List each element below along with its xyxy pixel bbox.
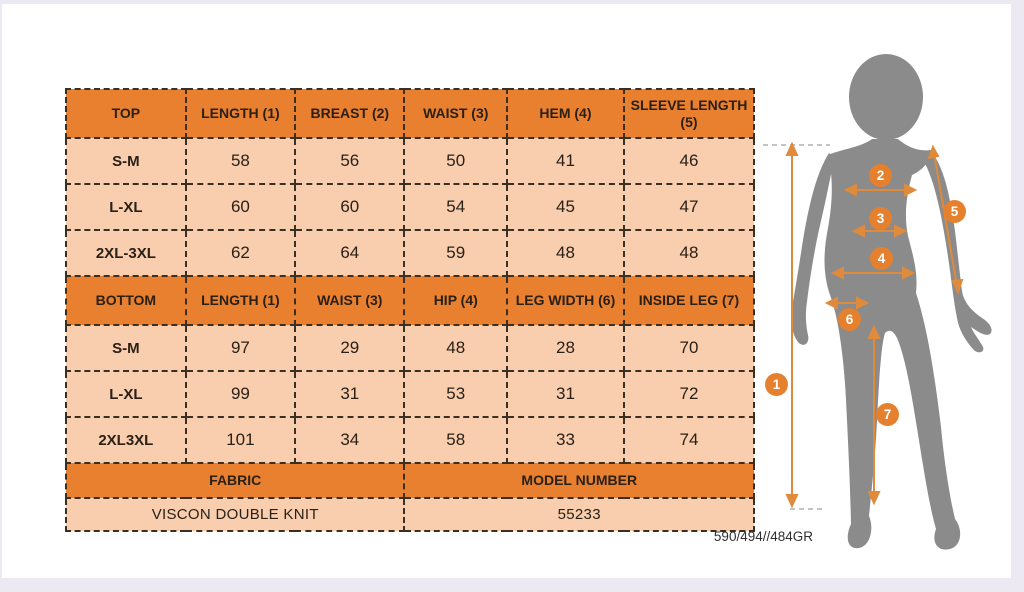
- value-cell: 31: [505, 370, 625, 418]
- value-cell: 34: [294, 416, 406, 464]
- value-cell: 53: [403, 370, 508, 418]
- column-header-hem: HEM (4): [505, 88, 625, 139]
- column-header-waist: WAIST (3): [403, 88, 508, 139]
- fabric-header: FABRIC: [64, 462, 406, 499]
- value-cell: 60: [294, 183, 406, 231]
- column-header-inside-leg: INSIDE LEG (7): [622, 275, 756, 326]
- top-header-row: TOP LENGTH (1) BREAST (2) WAIST (3) HEM …: [65, 88, 756, 139]
- footer-value-row: VISCON DOUBLE KNIT 55233: [64, 497, 755, 532]
- marker-3-waist: 3: [869, 207, 892, 230]
- fabric-value: VISCON DOUBLE KNIT: [64, 497, 406, 532]
- value-cell: 64: [294, 229, 406, 277]
- table-row: L-XL 60 60 54 45 47: [65, 183, 756, 231]
- value-cell: 62: [184, 229, 297, 277]
- value-cell: 97: [184, 324, 297, 372]
- value-cell: 47: [622, 183, 756, 231]
- footer-header-row: FABRIC MODEL NUMBER: [64, 462, 755, 499]
- marker-2-breast: 2: [869, 164, 892, 187]
- value-cell: 58: [403, 416, 508, 464]
- bottom-header-row: BOTTOM LENGTH (1) WAIST (3) HIP (4) LEG …: [65, 275, 756, 326]
- marker-6-leg-width: 6: [838, 308, 861, 331]
- marker-4-hip-hem: 4: [870, 247, 893, 270]
- column-header-waist: WAIST (3): [294, 275, 406, 326]
- value-cell: 59: [403, 229, 508, 277]
- value-cell: 60: [184, 183, 297, 231]
- table-row: 2XL-3XL 62 64 59 48 48: [65, 229, 756, 277]
- value-cell: 70: [622, 324, 756, 372]
- column-header-sleeve-length: SLEEVE LENGTH (5): [622, 88, 756, 139]
- value-cell: 48: [403, 324, 508, 372]
- size-chart-table: TOP LENGTH (1) BREAST (2) WAIST (3) HEM …: [64, 88, 756, 532]
- value-cell: 56: [294, 137, 406, 185]
- value-cell: 54: [403, 183, 508, 231]
- column-header-breast: BREAST (2): [294, 88, 406, 139]
- column-header-length: LENGTH (1): [184, 275, 297, 326]
- size-cell: S-M: [65, 137, 187, 185]
- model-number-header: MODEL NUMBER: [403, 462, 755, 499]
- size-cell: S-M: [65, 324, 187, 372]
- value-cell: 74: [622, 416, 756, 464]
- marker-7-inside-leg: 7: [876, 403, 899, 426]
- value-cell: 33: [505, 416, 625, 464]
- value-cell: 29: [294, 324, 406, 372]
- marker-1-total-length: 1: [765, 373, 788, 396]
- column-header-leg-width: LEG WIDTH (6): [505, 275, 625, 326]
- size-cell: L-XL: [65, 370, 187, 418]
- size-cell: 2XL-3XL: [65, 229, 187, 277]
- value-cell: 41: [505, 137, 625, 185]
- size-cell: L-XL: [65, 183, 187, 231]
- column-header-bottom: BOTTOM: [65, 275, 187, 326]
- value-cell: 31: [294, 370, 406, 418]
- table-row: 2XL3XL 101 34 58 33 74: [65, 416, 756, 464]
- column-header-top: TOP: [65, 88, 187, 139]
- value-cell: 48: [505, 229, 625, 277]
- value-cell: 46: [622, 137, 756, 185]
- table-row: L-XL 99 31 53 31 72: [65, 370, 756, 418]
- product-code-caption: 590/494//484GR: [713, 529, 813, 544]
- table-row: S-M 58 56 50 41 46: [65, 137, 756, 185]
- size-cell: 2XL3XL: [65, 416, 187, 464]
- value-cell: 58: [184, 137, 297, 185]
- value-cell: 99: [184, 370, 297, 418]
- value-cell: 101: [184, 416, 297, 464]
- model-number-value: 55233: [403, 497, 755, 532]
- table-row: S-M 97 29 48 28 70: [65, 324, 756, 372]
- column-header-length: LENGTH (1): [184, 88, 297, 139]
- value-cell: 50: [403, 137, 508, 185]
- column-header-hip: HIP (4): [403, 275, 508, 326]
- marker-5-sleeve-length: 5: [943, 200, 966, 223]
- value-cell: 28: [505, 324, 625, 372]
- value-cell: 48: [622, 229, 756, 277]
- value-cell: 72: [622, 370, 756, 418]
- value-cell: 45: [505, 183, 625, 231]
